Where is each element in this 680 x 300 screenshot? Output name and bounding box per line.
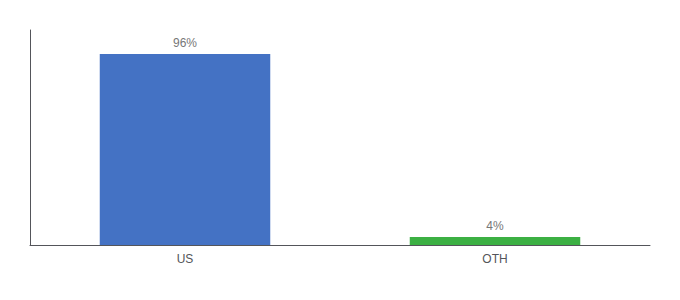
- svg-text:OTH: OTH: [482, 252, 507, 266]
- svg-text:96%: 96%: [173, 36, 197, 50]
- svg-text:4%: 4%: [486, 219, 504, 233]
- svg-text:US: US: [177, 252, 194, 266]
